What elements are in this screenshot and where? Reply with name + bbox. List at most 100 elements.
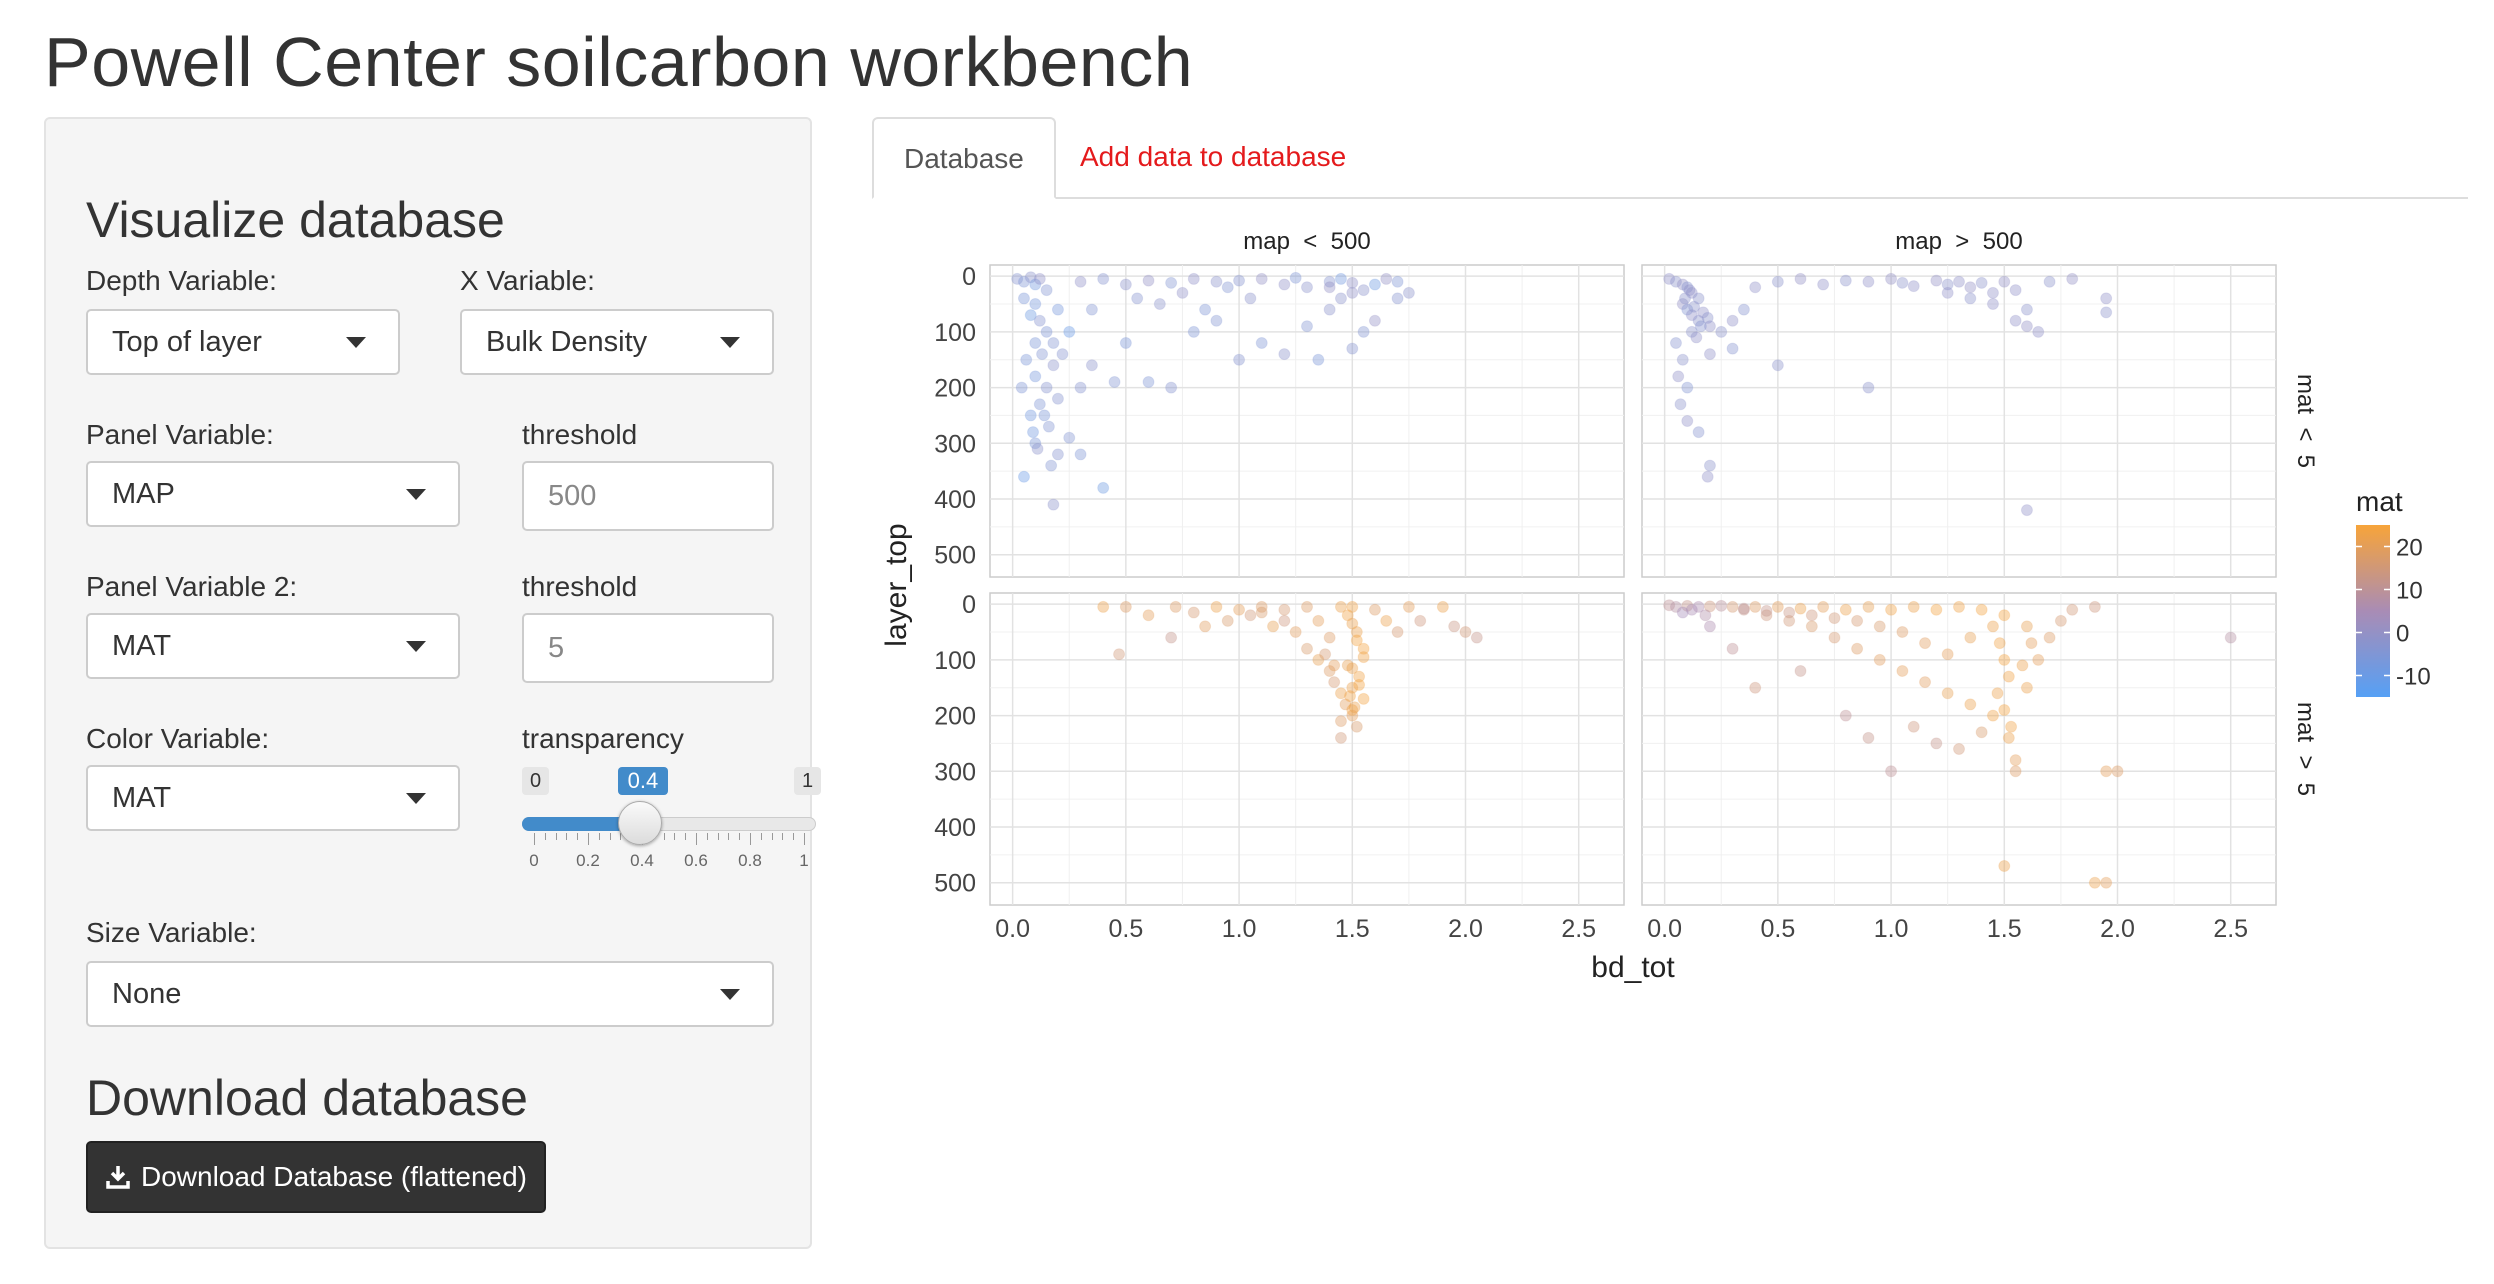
scatter-point: [1323, 665, 1336, 677]
scatter-point: [1119, 278, 1132, 291]
slider-value-badge: 0.4: [617, 767, 669, 795]
scatter-point: [1885, 603, 1898, 616]
scatter-point: [1873, 620, 1886, 633]
scatter-point: [1692, 292, 1705, 305]
y-tick-label: 100: [934, 647, 976, 675]
scatter-point: [1348, 701, 1361, 714]
panel-variable-2-select[interactable]: MAT: [86, 613, 460, 679]
chevron-down-icon: [720, 337, 740, 348]
slider-tick-label: 0.8: [738, 851, 762, 870]
scatter-point: [1278, 278, 1291, 291]
scatter-point: [1839, 709, 1852, 722]
scatter-point: [1020, 353, 1033, 366]
scatter-point: [1353, 670, 1366, 683]
visualize-section-title: Visualize database: [86, 192, 505, 248]
scatter-point: [1975, 603, 1988, 616]
panel-variable-select[interactable]: MAP: [86, 461, 460, 527]
scatter-point: [1047, 359, 1060, 372]
panel-threshold-input[interactable]: 500: [522, 461, 774, 531]
scatter-point: [1267, 620, 1280, 633]
size-variable-label: Size Variable:: [86, 917, 257, 948]
y-tick-label: 200: [934, 703, 976, 731]
tab-bar: Database Add data to database: [872, 117, 2468, 199]
panel-threshold-2-input[interactable]: 5: [522, 613, 774, 683]
size-variable-select[interactable]: None: [86, 961, 774, 1027]
tab-database[interactable]: Database: [872, 117, 1056, 199]
scatter-point: [1391, 275, 1404, 288]
scatter-point: [1029, 298, 1042, 310]
scatter-point: [1726, 314, 1739, 327]
scatter-point: [1131, 292, 1144, 305]
x-axis-title: bd_tot: [1591, 951, 1675, 984]
scatter-point: [2020, 504, 2033, 517]
scatter-point: [1319, 648, 1332, 661]
scatter-point: [1346, 276, 1359, 289]
scatter-point: [1017, 275, 1030, 288]
depth-variable-select[interactable]: Top of layer: [86, 309, 400, 375]
slider-max-badge: 1: [794, 767, 822, 795]
color-variable-select[interactable]: MAT: [86, 765, 460, 831]
scatter-point: [1368, 278, 1381, 291]
scatter-point: [1029, 370, 1042, 383]
slider-tick: [534, 833, 535, 845]
scatter-point: [1042, 420, 1055, 433]
scatter-point: [1964, 698, 1977, 711]
scatter-point: [2088, 876, 2101, 889]
scatter-point: [1941, 648, 1954, 661]
scatter-point: [1697, 306, 1710, 319]
scatter-point: [1930, 737, 1943, 750]
slider-tick: [577, 833, 579, 840]
scatter-point: [1074, 448, 1087, 461]
scatter-point: [1341, 659, 1354, 672]
scatter-point: [1414, 614, 1427, 627]
scatter-point: [2054, 614, 2067, 627]
scatter-point: [1344, 690, 1357, 703]
scatter-point: [1941, 278, 1954, 291]
scatter-point: [1210, 600, 1223, 613]
scatter-point: [1760, 604, 1773, 617]
scatter-point: [1919, 637, 1932, 650]
tab-add-data[interactable]: Add data to database: [1080, 141, 1347, 172]
scatter-point: [1885, 272, 1898, 285]
scatter-point: [2002, 731, 2015, 744]
scatter-point: [1278, 348, 1291, 361]
panel-variable-value: MAP: [112, 478, 175, 510]
download-database-button[interactable]: Download Database (flattened): [86, 1141, 546, 1213]
slider-tick: [609, 833, 611, 840]
depth-variable-label: Depth Variable:: [86, 265, 277, 296]
color-variable-label: Color Variable:: [86, 723, 270, 754]
panel-threshold-label: threshold: [522, 419, 638, 450]
panel-variable-2-value: MAT: [112, 630, 172, 662]
legend-color-bar: [2356, 525, 2390, 697]
transparency-slider-handle[interactable]: [617, 801, 662, 845]
scatter-point: [1051, 303, 1064, 316]
panel-threshold-2-label: threshold: [522, 571, 638, 602]
scatter-point: [1986, 709, 1999, 722]
scatter-point: [1255, 272, 1268, 285]
scatter-point: [1063, 431, 1076, 444]
scatter-point: [1047, 337, 1060, 349]
y-tick-label: 0: [962, 591, 976, 619]
x-variable-select[interactable]: Bulk Density: [460, 309, 774, 375]
scatter-point: [2224, 631, 2237, 644]
scatter-point: [1726, 342, 1739, 355]
x-tick-label: 0.0: [1647, 915, 1682, 943]
scatter-point: [1715, 599, 1728, 612]
scatter-point: [1031, 442, 1044, 455]
scatter-point: [1187, 606, 1200, 619]
scatter-point: [1255, 337, 1268, 349]
scatter-point: [1017, 470, 1030, 483]
scatter-point: [1353, 678, 1366, 691]
slider-tick: [620, 833, 622, 840]
scatter-point: [1169, 600, 1182, 613]
scatter-point: [1040, 325, 1053, 338]
slider-tick: [685, 833, 687, 840]
x-tick-label: 0.5: [1760, 915, 1795, 943]
scatter-point: [1357, 692, 1370, 705]
facet-label-map-high: map > 500: [1895, 228, 2022, 255]
slider-tick: [598, 833, 600, 840]
scatter-point: [1289, 271, 1302, 284]
download-section-title: Download database: [86, 1070, 528, 1126]
scatter-point: [1692, 314, 1705, 327]
panel-variable-label: Panel Variable:: [86, 419, 274, 450]
